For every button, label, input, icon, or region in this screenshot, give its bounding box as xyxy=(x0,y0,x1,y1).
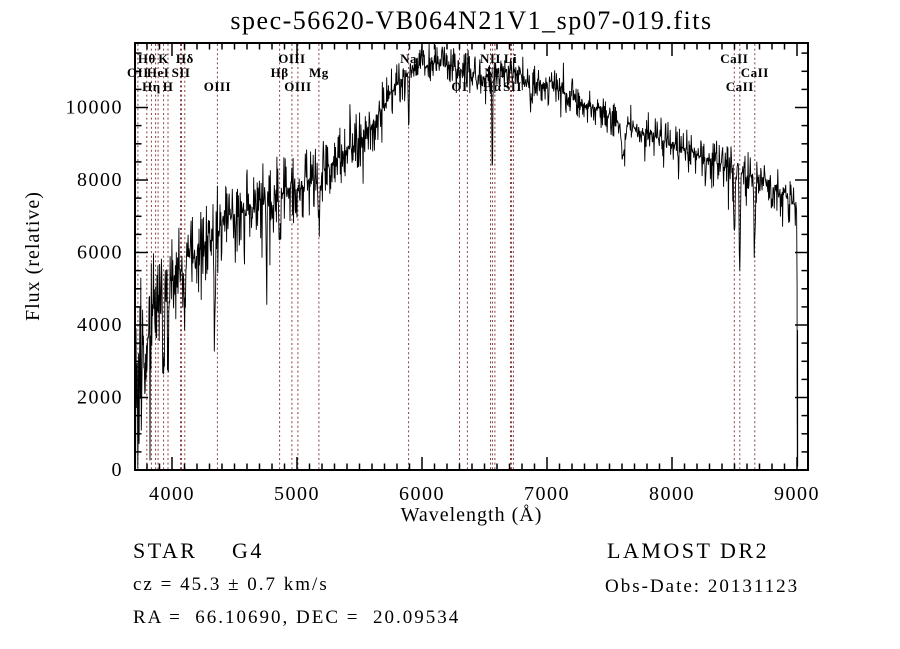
spectral-line-label: OIII xyxy=(204,79,231,94)
x-axis-title: Wavelength (Å) xyxy=(400,504,543,526)
y-tick-labels: 0 2000 4000 6000 8000 10000 xyxy=(66,97,124,482)
spectral-line-label: NII xyxy=(480,51,501,66)
spectral-line-label: K xyxy=(158,51,169,66)
page-title: spec-56620-VB064N21V1_sp07-019.fits xyxy=(230,6,713,35)
spectral-line-label: Hβ xyxy=(271,65,289,80)
spectral-line-label: Hδ xyxy=(176,51,194,66)
y-tick-label: 4000 xyxy=(77,314,123,336)
spectral-line-label: OIII xyxy=(278,51,305,66)
spectral-line-label: Hθ xyxy=(138,51,156,66)
plot-border xyxy=(134,42,809,471)
x-tick-label: 4000 xyxy=(149,483,195,505)
plot-frame xyxy=(134,42,809,471)
spectral-line-label: OII xyxy=(127,65,149,80)
spectral-line-label: Hη xyxy=(142,79,161,94)
spectral-line-label: H xyxy=(163,79,174,94)
object-class-label: STAR xyxy=(133,538,198,563)
spectral-line-label: OI xyxy=(451,79,467,94)
spectral-line-label: CaII xyxy=(726,79,754,94)
spectral-line-label: Mg xyxy=(309,65,329,80)
y-tick-label: 10000 xyxy=(66,97,124,119)
spectral-line-label: CaII xyxy=(720,51,748,66)
y-tick-label: 6000 xyxy=(77,242,123,264)
spectral-line-label: OIII xyxy=(284,79,311,94)
x-tick-label: 6000 xyxy=(399,483,445,505)
x-tick-label: 5000 xyxy=(274,483,320,505)
spectral-line-label: CaII xyxy=(741,65,769,80)
y-axis-title: Flux (relative) xyxy=(22,191,44,322)
redshift-velocity-text: cz = 45.3 ± 0.7 km/s xyxy=(133,574,329,595)
axis-ticks xyxy=(135,43,808,471)
x-tick-labels: 4000 5000 6000 7000 8000 9000 xyxy=(149,483,820,505)
spectral-line-label: Na xyxy=(400,51,417,66)
y-tick-label: 8000 xyxy=(77,169,123,191)
marker-lines xyxy=(137,44,756,469)
y-tick-label: 0 xyxy=(112,459,124,481)
survey-release-label: LAMOST DR2 xyxy=(607,538,770,563)
spectrum-line xyxy=(136,44,799,469)
x-tick-label: 7000 xyxy=(524,483,570,505)
x-tick-label: 9000 xyxy=(774,483,820,505)
x-tick-label: 8000 xyxy=(649,483,695,505)
object-subclass-label: G4 xyxy=(232,538,264,563)
obs-date-text: Obs-Date: 20131123 xyxy=(605,576,800,597)
spectral-line-label: HeI xyxy=(147,65,169,80)
ra-dec-text: RA = 66.10690, DEC = 20.09534 xyxy=(133,607,461,628)
y-tick-label: 2000 xyxy=(77,387,123,409)
spectral-line-label: SII xyxy=(172,65,191,80)
